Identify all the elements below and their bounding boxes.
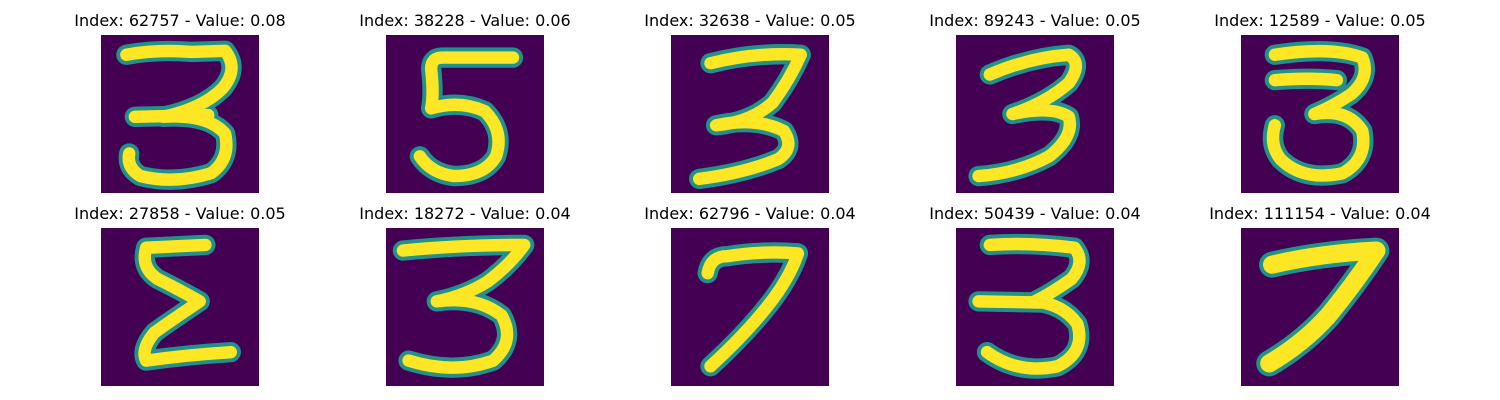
digit-image-5	[101, 228, 259, 386]
panel-title: Index: 32638 - Value: 0.05	[644, 11, 856, 30]
panel-title: Index: 12589 - Value: 0.05	[1214, 11, 1426, 30]
digit-image-3	[956, 35, 1114, 193]
panel-title: Index: 111154 - Value: 0.04	[1209, 204, 1431, 223]
panel-9: Index: 50439 - Value: 0.04	[885, 204, 1185, 394]
panel-2: Index: 38228 - Value: 0.06	[315, 11, 615, 201]
digit-image-7	[1241, 228, 1399, 386]
panel-1: Index: 62757 - Value: 0.08	[30, 11, 330, 201]
panel-3: Index: 32638 - Value: 0.05	[600, 11, 900, 201]
panel-title: Index: 27858 - Value: 0.05	[74, 204, 286, 223]
panel-7: Index: 18272 - Value: 0.04	[315, 204, 615, 394]
digit-image-5	[386, 35, 544, 193]
panel-6: Index: 27858 - Value: 0.05	[30, 204, 330, 394]
digit-image-3	[1241, 35, 1399, 193]
digit-image-7	[671, 228, 829, 386]
digit-image-3	[671, 35, 829, 193]
digit-image-3	[386, 228, 544, 386]
panel-title: Index: 89243 - Value: 0.05	[929, 11, 1141, 30]
panel-title: Index: 38228 - Value: 0.06	[359, 11, 571, 30]
panel-title: Index: 50439 - Value: 0.04	[929, 204, 1141, 223]
panel-title: Index: 18272 - Value: 0.04	[359, 204, 571, 223]
digit-image-3	[956, 228, 1114, 386]
panel-8: Index: 62796 - Value: 0.04	[600, 204, 900, 394]
panel-5: Index: 12589 - Value: 0.05	[1170, 11, 1470, 201]
panel-title: Index: 62796 - Value: 0.04	[644, 204, 856, 223]
digit-image-3	[101, 35, 259, 193]
panel-title: Index: 62757 - Value: 0.08	[74, 11, 286, 30]
panel-10: Index: 111154 - Value: 0.04	[1170, 204, 1470, 394]
panel-4: Index: 89243 - Value: 0.05	[885, 11, 1185, 201]
